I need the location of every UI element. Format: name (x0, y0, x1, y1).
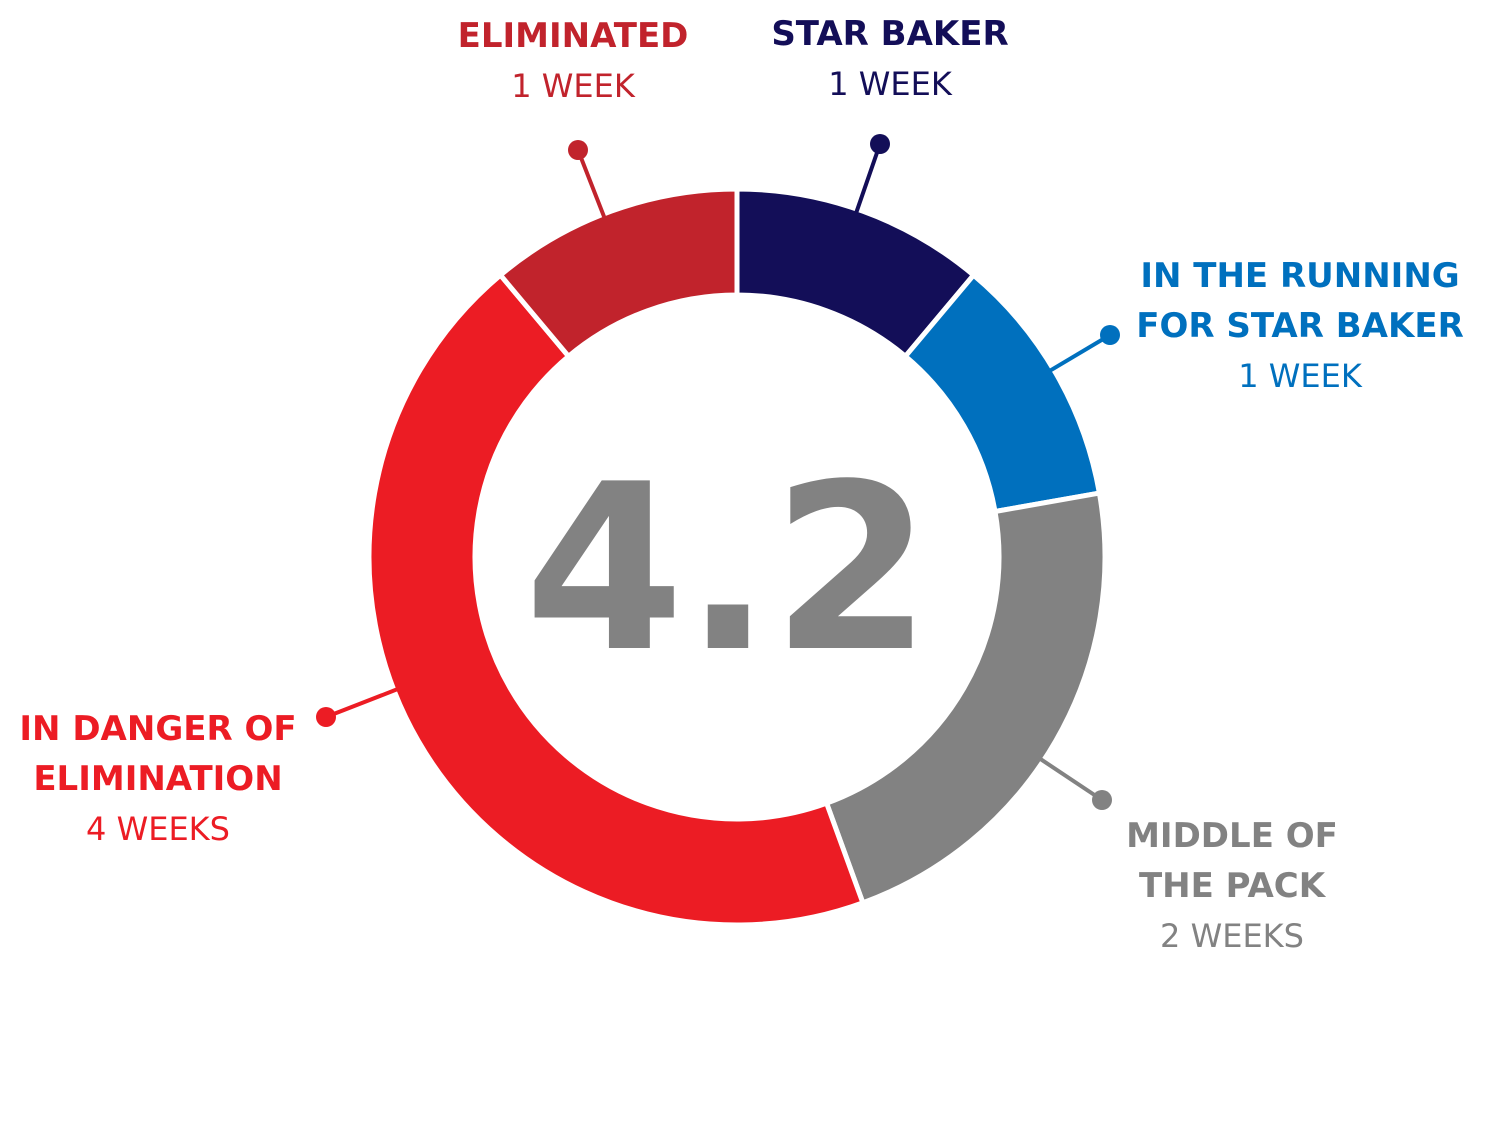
donut-slice-in-danger-of-elimination (366, 271, 867, 928)
leader-dot (316, 707, 336, 727)
slice-label-name: IN DANGER OF (19, 709, 296, 749)
slice-label-name: FOR STAR BAKER (1136, 306, 1464, 346)
slice-label-name: ELIMINATED (458, 16, 689, 56)
leader-dot (1092, 790, 1112, 810)
leader-line (576, 149, 607, 219)
slice-label-count: 1 WEEK (828, 65, 953, 103)
donut-slices (366, 186, 1108, 928)
leader-dot (870, 134, 890, 154)
donut-slice-eliminated (496, 186, 740, 360)
leader-dot (568, 140, 588, 160)
slice-label-name: ELIMINATION (33, 759, 282, 799)
leader-line (1038, 757, 1104, 802)
leader-line (854, 143, 882, 214)
slice-label-count: 2 WEEKS (1160, 917, 1304, 955)
center-value: 4.2 (524, 436, 931, 703)
leader-line (1048, 333, 1112, 373)
donut-slice-middle-of-the-pack (823, 490, 1108, 907)
slice-labels: STAR BAKER 1 WEEK IN THE RUNNING FOR STAR B… (19, 14, 1463, 955)
leader-dot (1100, 325, 1120, 345)
slice-label-name: THE PACK (1139, 866, 1327, 906)
slice-label-name: IN THE RUNNING (1140, 256, 1459, 296)
slice-label-name: MIDDLE OF (1126, 816, 1338, 856)
slice-label-count: 1 WEEK (511, 67, 636, 105)
leader-lines (316, 134, 1120, 810)
slice-label-count: 4 WEEKS (86, 810, 230, 848)
slice-label-count: 1 WEEK (1238, 357, 1363, 395)
leader-line (325, 687, 399, 719)
slice-label-name: STAR BAKER (771, 14, 1008, 54)
